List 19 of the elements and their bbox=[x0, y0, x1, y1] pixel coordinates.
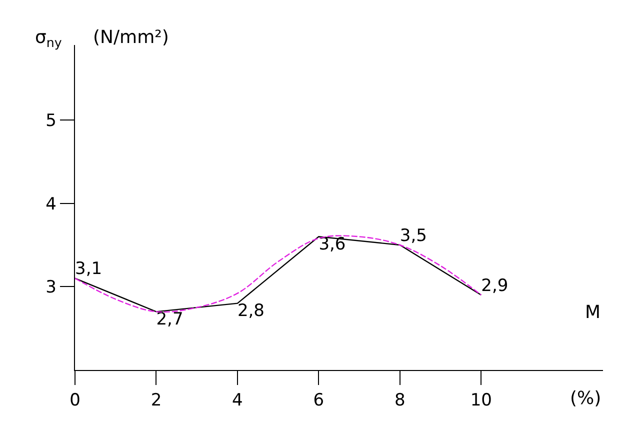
x-tick-label: 0 bbox=[70, 390, 80, 410]
y-tick-label: 3 bbox=[46, 278, 56, 298]
data-label: 2,7 bbox=[156, 309, 184, 330]
y-tick-label: 5 bbox=[46, 110, 56, 131]
data-label: 2,9 bbox=[481, 276, 508, 296]
x-tick-label: 8 bbox=[394, 390, 406, 410]
data-label: 2,8 bbox=[237, 301, 265, 322]
data-label: 3,5 bbox=[400, 226, 427, 246]
x-tick-label: 10 bbox=[470, 390, 492, 410]
x-axis-title: M bbox=[585, 302, 601, 323]
data-label: 3,1 bbox=[75, 259, 102, 280]
text: (%) bbox=[570, 388, 602, 409]
x-tick-label: 2 bbox=[150, 390, 162, 410]
data-label: 3,6 bbox=[318, 234, 346, 254]
annotation: (N/mm²) bbox=[93, 27, 169, 48]
y-axis-title: σ$_{ny}$ bbox=[35, 27, 62, 50]
y-tick-label: 4 bbox=[46, 194, 56, 214]
x-tick-label: 4 bbox=[232, 390, 243, 410]
x-tick-label: 6 bbox=[313, 390, 324, 410]
